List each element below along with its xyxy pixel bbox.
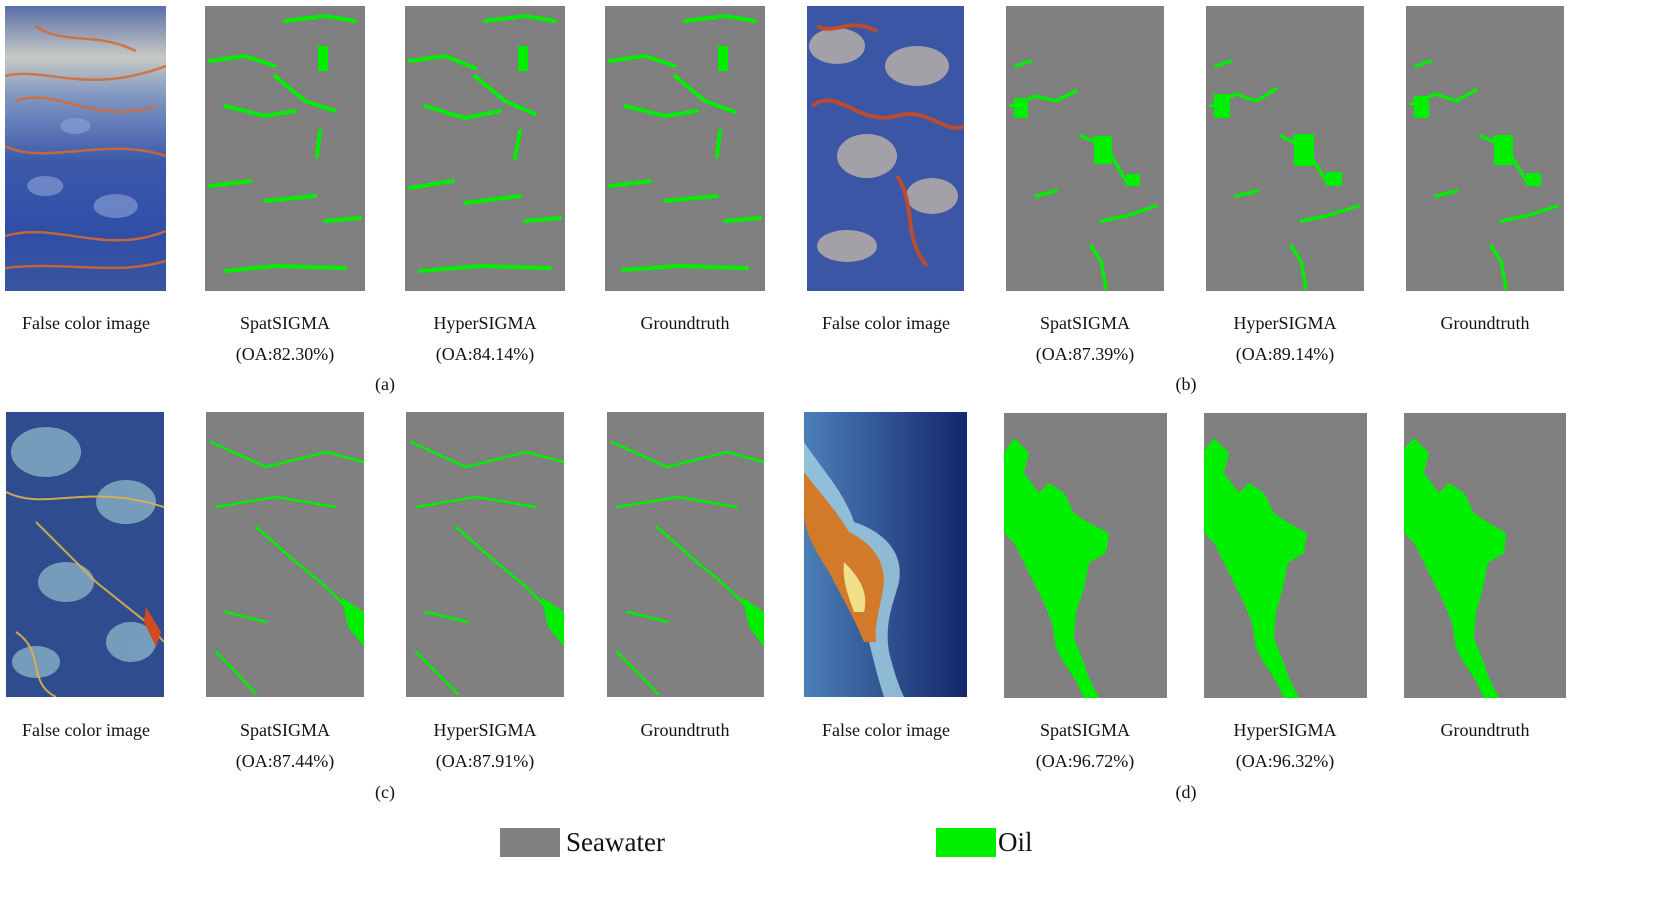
oa-score: (OA:96.72%) [1035,751,1135,771]
panel-caption: HyperSIGMA (OA:96.32%) [1185,720,1385,771]
panel-caption: HyperSIGMA (OA:84.14%) [385,313,585,364]
hypersigma-map-c [406,412,564,697]
oa-score: (OA:89.14%) [1235,344,1335,364]
panel-caption: False color image [0,720,186,740]
legend-swatch-seawater [500,828,560,857]
false-color-image-c [6,412,164,697]
panel-title: SpatSIGMA [239,313,330,333]
panel-title: HyperSIGMA [433,720,537,740]
groundtruth-map-b [1406,6,1564,291]
oa-score: (OA:96.32%) [1235,751,1335,771]
oa-score: (OA:87.44%) [235,751,335,771]
panel-caption: HyperSIGMA (OA:89.14%) [1185,313,1385,364]
panel-title: Groundtruth [1440,720,1530,740]
subfigure-label-b: (b) [1175,374,1197,394]
legend-label-seawater: Seawater [566,827,665,857]
panel-caption: SpatSIGMA (OA:87.44%) [185,720,385,771]
spatsigma-map-d [1004,413,1167,698]
spatsigma-map-c [206,412,364,697]
groundtruth-map-a [605,6,765,291]
oa-score: (OA:82.30%) [235,344,335,364]
panel-title: Groundtruth [640,313,730,333]
panel-title: Groundtruth [640,720,730,740]
panel-caption: SpatSIGMA (OA:82.30%) [185,313,385,364]
panel-title: HyperSIGMA [1233,720,1337,740]
oa-score: (OA:87.39%) [1035,344,1135,364]
panel-caption: Groundtruth [1385,313,1585,333]
hypersigma-map-b [1206,6,1364,291]
panel-title: False color image [22,720,150,740]
hypersigma-map-d [1204,413,1367,698]
panel-caption: False color image [786,720,986,740]
subfigure-label-c: (c) [375,782,395,802]
panel-title: HyperSIGMA [433,313,537,333]
spatsigma-map-b [1006,6,1164,291]
spatsigma-map-a [205,6,365,291]
panel-title: Groundtruth [1440,313,1530,333]
false-color-image-d [804,412,967,697]
panel-title: SpatSIGMA [1039,313,1130,333]
panel-caption: SpatSIGMA (OA:87.39%) [985,313,1185,364]
panel-caption: False color image [0,313,186,333]
panel-title: False color image [22,313,150,333]
panel-caption: Groundtruth [585,720,785,740]
groundtruth-map-d [1404,413,1566,698]
panel-caption: Groundtruth [1385,720,1585,740]
groundtruth-map-c [607,412,764,697]
panel-title: SpatSIGMA [1039,720,1130,740]
subfigure-label-a: (a) [375,374,395,394]
subfigure-label-d: (d) [1175,782,1197,802]
legend-swatch-oil [936,828,996,857]
oa-score: (OA:84.14%) [435,344,535,364]
panel-title: False color image [822,313,950,333]
hypersigma-map-a [405,6,565,291]
panel-title: False color image [822,720,950,740]
legend-label-oil: Oil [998,827,1033,857]
false-color-image-a [5,6,166,291]
panel-title: HyperSIGMA [1233,313,1337,333]
panel-caption: SpatSIGMA (OA:96.72%) [985,720,1185,771]
oa-score: (OA:87.91%) [435,751,535,771]
panel-title: SpatSIGMA [239,720,330,740]
false-color-image-b [807,6,964,291]
panel-caption: Groundtruth [585,313,785,333]
panel-caption: False color image [786,313,986,333]
panel-caption: HyperSIGMA (OA:87.91%) [385,720,585,771]
